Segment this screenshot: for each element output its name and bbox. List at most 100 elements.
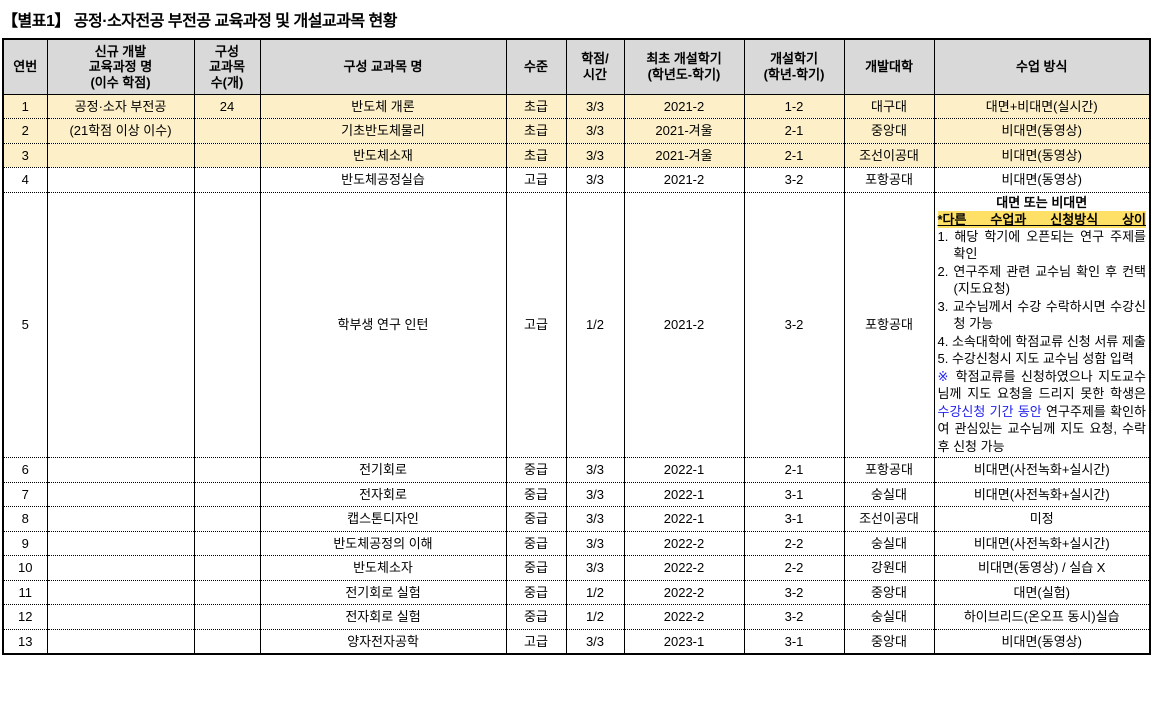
cell-credit: 3/3 (565, 167, 625, 193)
cell-no: 11 (2, 579, 48, 605)
cell-univ: 포항공대 (843, 191, 935, 458)
cell-no: 4 (2, 167, 48, 193)
cell-count (193, 118, 261, 144)
cell-level: 고급 (505, 167, 567, 193)
column-header-term: 개설학기 (학년-학기) (743, 38, 845, 95)
cell-count (193, 555, 261, 581)
cell-level: 초급 (505, 93, 567, 119)
cell-no: 13 (2, 628, 48, 654)
note-text: 연구주제를 확인하여 관심있는 교수님께 지도 요청, 수락 후 신청 가능 (937, 403, 1147, 454)
cell-credit: 3/3 (565, 481, 625, 507)
method-headline: 대면 또는 비대면 (996, 194, 1088, 210)
column-header-program: 신규 개발 교육과정 명 (이수 학점) (46, 38, 195, 95)
cell-no: 9 (2, 530, 48, 556)
curriculum-table: 연번 신규 개발 교육과정 명 (이수 학점) 구성 교과목 수(개) 구성 교과목 … (2, 38, 1151, 655)
page: 【별표1】 공정·소자전공 부전공 교육과정 및 개설교과목 현황 연번 신규 개… (0, 7, 1153, 655)
cell-course: 캡스톤디자인 (259, 506, 507, 532)
cell-univ: 숭실대 (843, 604, 935, 630)
cell-term: 3-1 (743, 506, 845, 532)
cell-first-term: 2022-2 (623, 604, 745, 630)
column-header-no: 연번 (2, 38, 48, 95)
cell-first-term: 2022-2 (623, 555, 745, 581)
cell-first-term: 2021-2 (623, 191, 745, 458)
cell-program (46, 506, 195, 532)
cell-term: 3-1 (743, 481, 845, 507)
table-header: 연번 신규 개발 교육과정 명 (이수 학점) 구성 교과목 수(개) 구성 교과목 … (2, 38, 1151, 95)
cell-univ: 포항공대 (843, 457, 935, 483)
cell-count (193, 628, 261, 654)
cell-no: 7 (2, 481, 48, 507)
method-step: 1. 해당 학기에 오픈되는 연구 주제를 확인 (937, 228, 1147, 262)
cell-program: (21학점 이상 이수) (46, 118, 195, 144)
cell-course: 전자회로 실험 (259, 604, 507, 630)
column-header-level: 수준 (505, 38, 567, 95)
table-row: 10 반도체소자 중급 3/3 2022-2 2-2 강원대 비대면(동영상) / 실습 X (2, 555, 1151, 581)
cell-course: 기초반도체물리 (259, 118, 507, 144)
cell-first-term: 2022-1 (623, 457, 745, 483)
cell-credit: 3/3 (565, 555, 625, 581)
cell-program (46, 628, 195, 654)
column-header-course: 구성 교과목 명 (259, 38, 507, 95)
cell-credit: 1/2 (565, 191, 625, 458)
column-header-first-term: 최초 개설학기 (학년도-학기) (623, 38, 745, 95)
method-step: 5. 수강신청시 지도 교수님 성함 입력 (937, 351, 1134, 366)
cell-program (46, 530, 195, 556)
cell-univ: 강원대 (843, 555, 935, 581)
cell-method: 비대면(동영상) (933, 142, 1151, 168)
cell-univ: 중앙대 (843, 118, 935, 144)
cell-term: 2-1 (743, 457, 845, 483)
cell-univ: 조선이공대 (843, 506, 935, 532)
cell-level: 중급 (505, 579, 567, 605)
cell-method: 비대면(동영상) (933, 167, 1151, 193)
cell-level: 중급 (505, 530, 567, 556)
cell-no: 12 (2, 604, 48, 630)
cell-credit: 3/3 (565, 93, 625, 119)
column-header-univ: 개발대학 (843, 38, 935, 95)
cell-no: 8 (2, 506, 48, 532)
cell-univ: 포항공대 (843, 167, 935, 193)
cell-method: 미정 (933, 506, 1151, 532)
page-title: 【별표1】 공정·소자전공 부전공 교육과정 및 개설교과목 현황 (2, 13, 397, 30)
cell-first-term: 2023-1 (623, 628, 745, 654)
cell-credit: 1/2 (565, 604, 625, 630)
cell-first-term: 2022-1 (623, 481, 745, 507)
cell-program (46, 579, 195, 605)
cell-univ: 대구대 (843, 93, 935, 119)
cell-level: 중급 (505, 555, 567, 581)
cell-credit: 3/3 (565, 118, 625, 144)
column-header-count: 구성 교과목 수(개) (193, 38, 261, 95)
cell-count (193, 142, 261, 168)
column-header-method: 수업 방식 (933, 38, 1151, 95)
cell-method: 대면+비대면(실시간) (933, 93, 1151, 119)
cell-course: 반도체소자 (259, 555, 507, 581)
table-row: 7 전자회로 중급 3/3 2022-1 3-1 숭실대 비대면(사전녹화+실시간) (2, 481, 1151, 507)
cell-level: 중급 (505, 457, 567, 483)
cell-no: 10 (2, 555, 48, 581)
cell-term: 1-2 (743, 93, 845, 119)
cell-no: 5 (2, 191, 48, 458)
cell-course: 양자전자공학 (259, 628, 507, 654)
cell-course: 반도체 개론 (259, 93, 507, 119)
cell-count (193, 191, 261, 458)
cell-univ: 숭실대 (843, 530, 935, 556)
cell-term: 2-2 (743, 530, 845, 556)
cell-count: 24 (193, 93, 261, 119)
note-text: 학점교류를 신청하였으나 지도교수님께 지도 요청을 드리지 못한 학생은 (937, 368, 1147, 402)
cell-program (46, 191, 195, 458)
cell-term: 3-2 (743, 167, 845, 193)
cell-program (46, 167, 195, 193)
cell-count (193, 167, 261, 193)
cell-method: 비대면(동영상) (933, 118, 1151, 144)
cell-level: 고급 (505, 191, 567, 458)
cell-method: 비대면(동영상) / 실습 X (933, 555, 1151, 581)
cell-method: 하이브리드(온오프 동시)실습 (933, 604, 1151, 630)
cell-count (193, 530, 261, 556)
cell-course: 반도체소재 (259, 142, 507, 168)
cell-first-term: 2021-겨울 (623, 142, 745, 168)
note-marker: ※ (937, 368, 951, 384)
table-row: 11 전기회로 실험 중급 1/2 2022-2 3-2 중앙대 대면(실험) (2, 579, 1151, 605)
cell-program (46, 481, 195, 507)
table-row: 8 캡스톤디자인 중급 3/3 2022-1 3-1 조선이공대 미정 (2, 506, 1151, 532)
cell-course: 학부생 연구 인턴 (259, 191, 507, 458)
cell-no: 6 (2, 457, 48, 483)
